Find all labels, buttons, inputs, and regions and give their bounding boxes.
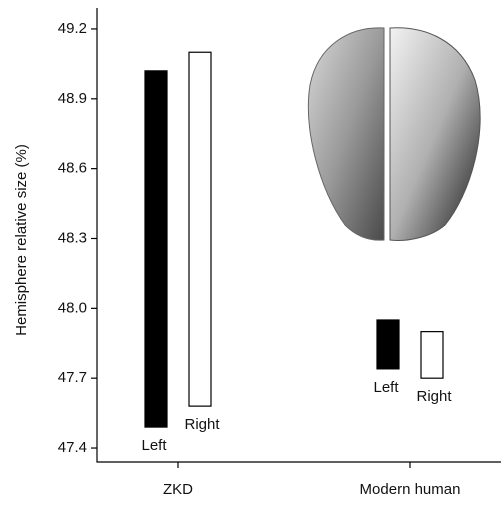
brain-illustration: [307, 27, 481, 241]
x-tick-label: Modern human: [360, 481, 461, 498]
y-axis-label: Hemisphere relative size (%): [13, 144, 30, 336]
bar: [144, 70, 168, 428]
bar-label: Right: [416, 388, 452, 405]
bar-label: Left: [373, 379, 399, 396]
x-tick-label: ZKD: [163, 481, 193, 498]
y-tick-label: 48.3: [58, 229, 87, 246]
bar-label: Right: [184, 416, 220, 433]
y-tick-label: 49.2: [58, 20, 87, 37]
bar-label: Left: [141, 437, 167, 454]
bar: [376, 319, 400, 370]
y-tick-label: 48.6: [58, 160, 87, 177]
axis-frame: [96, 8, 501, 463]
bar: [188, 51, 212, 407]
y-tick-label: 48.9: [58, 90, 87, 107]
y-tick-label: 47.7: [58, 369, 87, 386]
y-tick-label: 47.4: [58, 439, 87, 456]
bar: [420, 331, 444, 379]
y-tick-label: 48.0: [58, 299, 87, 316]
